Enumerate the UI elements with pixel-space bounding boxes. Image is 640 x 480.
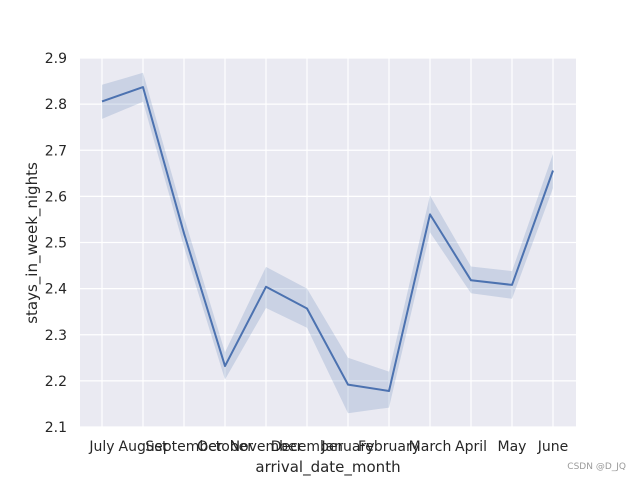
x-tick-label: December	[271, 439, 344, 455]
watermark: CSDN @D_JQ	[567, 462, 626, 472]
confidence-band	[102, 72, 553, 414]
y-tick-label: 2.2	[45, 374, 67, 390]
y-tick-label: 2.9	[45, 51, 67, 67]
y-tick-label: 2.7	[45, 143, 67, 159]
x-tick-label: October	[197, 439, 253, 455]
x-tick-label: April	[455, 439, 487, 455]
x-tick-label: January	[320, 439, 374, 455]
y-tick-label: 2.6	[45, 189, 67, 205]
x-tick-label: March	[409, 439, 452, 455]
y-tick-label: 2.1	[45, 420, 67, 436]
series-line-path	[101, 86, 554, 392]
y-tick-label: 2.5	[45, 236, 67, 252]
x-tick-label: May	[498, 439, 527, 455]
series-line	[101, 86, 554, 392]
x-tick-label: February	[358, 439, 420, 455]
y-tick-label: 2.8	[45, 97, 67, 113]
x-axis-label: arrival_date_month	[255, 458, 400, 477]
confidence-band-area	[102, 72, 553, 414]
x-tick-label: June	[537, 439, 569, 455]
x-tick-label: July	[88, 439, 114, 455]
grid-lines	[80, 57, 576, 428]
x-tick-labels: July AugustSeptemberOctoberNovemberDecemb…	[88, 439, 568, 455]
y-tick-label: 2.3	[45, 328, 67, 344]
y-tick-label: 2.4	[45, 282, 67, 298]
y-tick-labels: 2.1 2.2 2.3 2.4 2.5 2.6 2.7 2.8 2.9	[45, 51, 67, 436]
y-axis-label: stays_in_week_nights	[23, 162, 42, 324]
x-tick-label: November	[230, 439, 303, 455]
x-tick-label: August	[119, 439, 169, 455]
x-tick-label: September	[145, 439, 223, 455]
